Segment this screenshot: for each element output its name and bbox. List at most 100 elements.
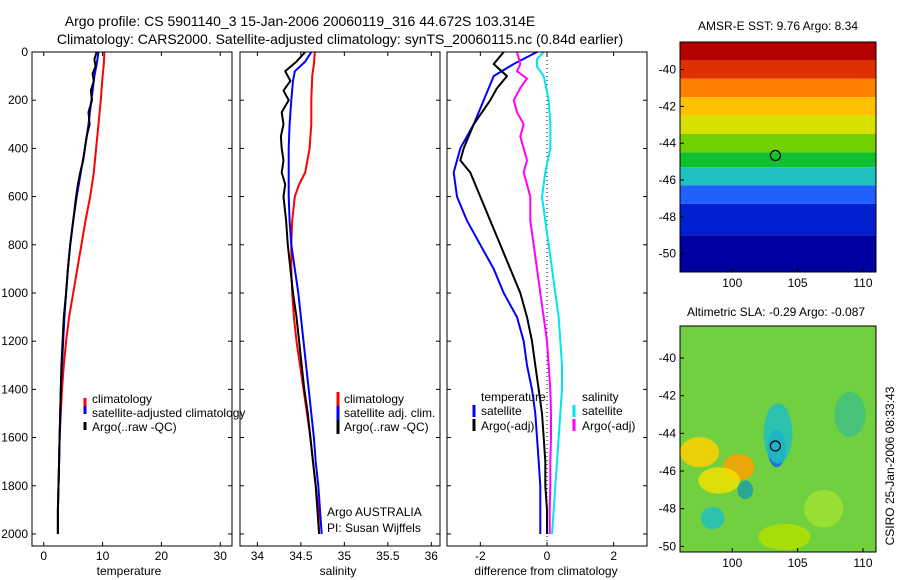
sst-argo-marker	[769, 149, 781, 162]
sst_map-xtick-label: 105	[788, 276, 808, 290]
difference-panel: -2 0 2 difference from climatology tempera…	[446, 51, 648, 578]
salinity-xlabel: salinity	[320, 564, 357, 578]
sla_map-xtick-label: 110	[853, 556, 872, 570]
difference-xtick-label: 2	[610, 549, 617, 563]
difference-series-0	[452, 51, 542, 534]
temperature-legend: climatology satellite-adjusted climatolo…	[83, 392, 245, 434]
temperature-xtick-label: 0	[40, 549, 47, 563]
salinity-xtick-label: 36	[425, 549, 439, 563]
temperature-xlabel: temperature	[97, 564, 162, 578]
sst_map-band-0	[680, 42, 876, 61]
temperature-series-0	[56, 51, 106, 534]
sla_map-blob-4	[763, 403, 793, 464]
salinity-xtick-label: 34.5	[289, 549, 313, 563]
difference-legend: temperature satellite Argo(-adj) salinit…	[472, 390, 635, 433]
sst_map-band-2	[680, 78, 876, 98]
sst_map-ytick-label: -50	[659, 247, 677, 261]
difference-xtick-label: 0	[544, 549, 551, 563]
difference-series-1	[459, 51, 548, 534]
temperature-ytick-label: 400	[8, 141, 28, 155]
sla-map-panel: Altimetric SLA: -0.29 Argo: -0.087 100 10…	[659, 305, 877, 570]
sst-map-panel: AMSR-E SST: 9.76 Argo: 8.34 100 105 110 -40…	[659, 19, 877, 290]
sst_map-xtick-label: 100	[722, 276, 742, 290]
sla_map-ytick-label: -44	[659, 426, 677, 440]
salinity-xtick-label: 35.5	[376, 549, 400, 563]
difference-xlabel: difference from climatology	[474, 564, 617, 578]
sla_map-blob-7	[834, 391, 866, 438]
sst-map-title: AMSR-E SST: 9.76 Argo: 8.34	[698, 19, 858, 33]
legend-satellite-label: satellite-adjusted climatology	[92, 406, 245, 420]
sst_map-band-3	[680, 97, 876, 116]
salinity-xtick-label: 35	[338, 549, 352, 563]
sst_map-band-4	[680, 115, 876, 134]
sla_map-blob-0	[680, 437, 720, 468]
sst_map-ytick-label: -48	[659, 210, 677, 224]
difference-series-2	[536, 51, 563, 535]
sla_map-blob-9	[804, 489, 844, 528]
legend-climatology-label: climatology	[92, 392, 152, 406]
legend-salinity-satellite-label: satellite	[582, 404, 623, 418]
legend-sal-argo-label: Argo(..raw -QC)	[344, 420, 429, 434]
sla_map-xtick-label: 100	[722, 556, 742, 570]
temperature-ytick-label: 1400	[1, 382, 28, 396]
legend-temp-title: temperature	[481, 390, 546, 404]
legend-sal-climatology-label: climatology	[344, 392, 404, 406]
temperature-series-2	[56, 51, 98, 534]
legend-argo-label: Argo(..raw -QC)	[92, 420, 177, 434]
temperature-ytick-label: 800	[8, 238, 28, 252]
sla_map-blob-6	[700, 506, 725, 530]
salinity-xtick-label: 34	[251, 549, 265, 563]
temperature-xtick-label: 20	[155, 549, 169, 563]
salinity-panel: 34 34.5 35 35.5 36 salinity climatology sate…	[239, 51, 441, 578]
sla-argo-marker	[769, 440, 781, 452]
sst_map-xtick-label: 110	[853, 276, 872, 290]
salinity-legend: climatology satellite adj. clim. Argo(..…	[336, 392, 435, 434]
sla-map-title: Altimetric SLA: -0.29 Argo: -0.087	[687, 305, 865, 319]
salinity-series-1	[287, 51, 323, 535]
temperature-ytick-label: 1600	[1, 431, 28, 445]
legend-sal-satellite-label: satellite adj. clim.	[344, 406, 435, 420]
sla_map-ytick-label: -42	[659, 389, 677, 403]
salinity-series-2	[279, 51, 321, 535]
sst_map-ytick-label: -44	[659, 136, 677, 150]
difference-xtick-label: -2	[475, 549, 486, 563]
temperature-ytick-label: 600	[8, 190, 28, 204]
sla_map-ytick-label: -40	[659, 351, 677, 365]
sla_map-blob-2	[698, 467, 741, 494]
sla_map-ytick-label: -50	[659, 539, 677, 553]
sla_map-blob-5	[737, 480, 754, 500]
sla_map-ytick-label: -48	[659, 502, 677, 516]
sst_map-ytick-label: -40	[659, 63, 677, 77]
sla_map-xtick-label: 105	[788, 556, 808, 570]
figure-title-line1: Argo profile: CS 5901140_3 15-Jan-2006 2…	[65, 13, 535, 29]
sst_map-band-7	[680, 167, 876, 186]
legend-temp-satellite-label: satellite	[481, 404, 522, 418]
temperature-ytick-label: 200	[8, 93, 28, 107]
temperature-ytick-label: 1000	[1, 286, 28, 300]
sst_map-band-10	[680, 235, 876, 272]
sst_map-band-8	[680, 185, 876, 204]
legend-temp-argo-label: Argo(-adj)	[481, 419, 534, 433]
sst_map-band-5	[680, 134, 876, 153]
difference-series-3	[512, 51, 552, 534]
sla_map-ytick-label: -46	[659, 464, 677, 478]
temperature-ytick-label: 2000	[1, 527, 28, 541]
annotation-argo-australia: Argo AUSTRALIA	[327, 505, 422, 519]
temperature-xtick-label: 30	[214, 549, 228, 563]
temperature-series-1	[56, 51, 100, 534]
figure-title-line2: Climatology: CARS2000. Satellite-adjuste…	[57, 31, 623, 47]
temperature-xtick-label: 10	[96, 549, 110, 563]
side-label: CSIRO 25-Jan-2006 08:33:43	[883, 386, 897, 545]
temperature-ytick-label: 1800	[1, 479, 28, 493]
sst_map-band-9	[680, 203, 876, 236]
temperature-ytick-label: 0	[21, 45, 28, 59]
legend-sal-title: salinity	[582, 390, 619, 404]
sst_map-ytick-label: -46	[659, 173, 677, 187]
sst_map-band-1	[680, 60, 876, 79]
temperature-panel: 0 10 20 30 0 200 400 600 800 1000 1200 1400 1600 180…	[1, 45, 245, 578]
annotation-pi: PI: Susan Wijffels	[327, 521, 421, 535]
legend-salinity-argo-label: Argo(-adj)	[582, 419, 635, 433]
sla_map-blob-8	[758, 523, 811, 551]
temperature-ytick-label: 1200	[1, 334, 28, 348]
